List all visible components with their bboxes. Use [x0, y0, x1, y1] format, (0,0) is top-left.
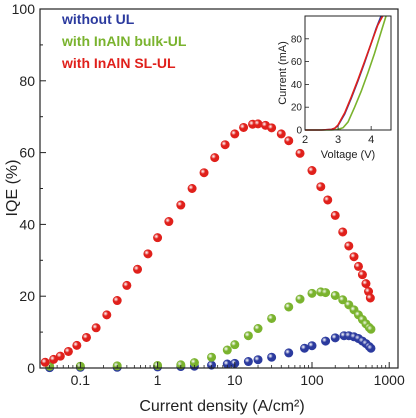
data-point	[207, 352, 217, 362]
x-tick-label: 10	[227, 372, 243, 388]
legend-entry: with InAlN SL-UL	[61, 55, 176, 71]
legend-entry: without UL	[61, 11, 135, 27]
data-point	[230, 340, 240, 350]
y-tick-label: 40	[19, 216, 35, 232]
inset-x-tick-label: 4	[368, 134, 374, 146]
inset-x-tick-label: 3	[335, 134, 341, 146]
inset-y-axis-title: Current (mA)	[277, 41, 289, 105]
y-tick-label: 100	[12, 1, 36, 17]
x-tick-label: 100	[300, 372, 324, 388]
data-point	[63, 346, 73, 356]
series-with-inaln-bulk-ul	[45, 287, 376, 371]
data-point	[253, 355, 263, 365]
y-tick-label: 80	[19, 73, 35, 89]
x-tick-label: 1000	[374, 372, 405, 388]
data-point	[267, 123, 277, 133]
data-point	[267, 352, 277, 362]
data-point	[91, 323, 101, 333]
x-tick-label: 0.1	[71, 372, 91, 388]
data-point	[164, 217, 174, 227]
legend-entry: with InAlN bulk-UL	[61, 33, 187, 49]
data-point	[187, 184, 197, 194]
data-point	[284, 302, 294, 312]
inset-y-tick-label: 0	[296, 126, 302, 137]
data-point	[295, 148, 305, 158]
inset-background	[305, 16, 391, 130]
data-point	[330, 210, 340, 220]
inset-y-tick-label: 40	[291, 80, 303, 91]
data-point	[284, 348, 294, 358]
x-tick-label: 1	[154, 372, 162, 388]
y-axis-title: IQE (%)	[4, 160, 21, 217]
data-point	[253, 119, 263, 129]
data-point	[143, 249, 153, 259]
x-axis-title: Current density (A/cm²)	[139, 398, 304, 415]
inset-y-tick-label: 20	[291, 103, 303, 114]
data-point	[176, 200, 186, 210]
data-point	[344, 241, 354, 251]
data-point	[366, 343, 376, 353]
inset-x-axis-title: Voltage (V)	[321, 149, 375, 161]
data-point	[307, 288, 317, 298]
data-point	[276, 129, 286, 139]
data-point	[307, 341, 317, 351]
data-point	[321, 288, 331, 298]
data-point	[323, 195, 333, 205]
legend: without UL with InAlN bulk-UL with InAlN S…	[61, 11, 187, 71]
data-point	[295, 294, 305, 304]
data-point	[102, 310, 112, 320]
data-point	[210, 153, 220, 163]
data-point	[267, 313, 277, 323]
inset-plot: 0 20 40 60 80 2 3 4 Voltage (V) Current (mA)	[277, 15, 392, 161]
data-point	[253, 324, 263, 334]
data-point	[239, 122, 249, 132]
data-point	[243, 357, 253, 367]
y-tick-label: 60	[19, 145, 35, 161]
data-point	[330, 290, 340, 300]
data-point	[338, 227, 348, 237]
data-point	[321, 336, 331, 346]
inset-frame	[304, 15, 392, 131]
data-point	[307, 166, 317, 176]
y-tick-label: 0	[27, 360, 35, 376]
data-point	[112, 296, 122, 306]
data-point	[330, 333, 340, 343]
data-point	[222, 345, 232, 355]
inset-x-tick-label: 2	[302, 134, 308, 146]
data-point	[40, 357, 50, 367]
data-point	[133, 264, 143, 274]
data-point	[81, 332, 91, 342]
data-point	[357, 270, 367, 280]
data-point	[199, 168, 209, 178]
data-point	[366, 324, 376, 334]
data-point	[243, 331, 253, 341]
series-with-inaln-sl-ul	[40, 119, 375, 367]
y-tick-label: 20	[19, 288, 35, 304]
data-point	[72, 340, 82, 350]
inset-y-tick-label: 60	[291, 57, 303, 68]
data-point	[361, 279, 371, 289]
data-point	[176, 360, 186, 370]
data-point	[220, 140, 230, 150]
data-point	[55, 351, 65, 361]
data-point	[316, 182, 326, 192]
data-point	[230, 129, 240, 139]
data-point	[153, 233, 163, 243]
inset-y-tick-label: 80	[291, 34, 303, 45]
data-point	[284, 136, 294, 146]
data-point	[353, 261, 363, 271]
data-point	[349, 252, 359, 262]
data-point	[365, 293, 375, 303]
data-point	[300, 343, 310, 353]
main-plot-marks	[40, 119, 376, 373]
data-point	[122, 280, 132, 290]
data-point	[338, 295, 348, 305]
